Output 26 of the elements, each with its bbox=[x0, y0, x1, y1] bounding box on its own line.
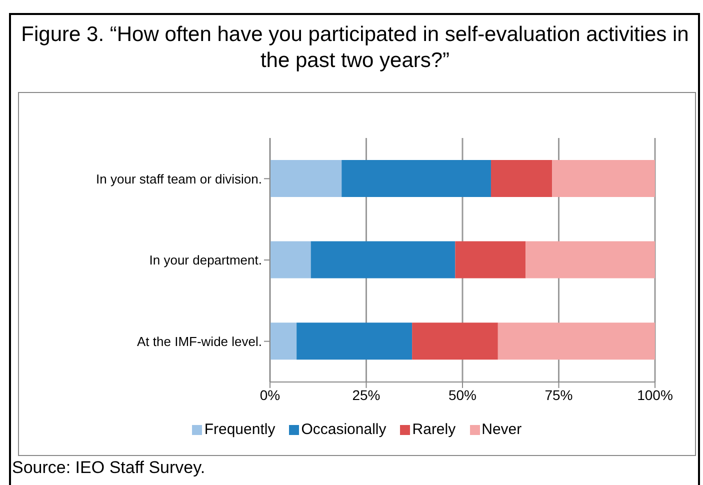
x-tick-label: 75% bbox=[544, 386, 573, 403]
bar bbox=[412, 322, 498, 360]
chart-title: Figure 3. “How often have you participated in self-evaluation activities in the past two years?” bbox=[20, 22, 690, 74]
bar bbox=[455, 241, 526, 278]
bar bbox=[296, 322, 412, 360]
bar bbox=[490, 160, 552, 197]
legend-label: Frequently bbox=[203, 421, 276, 438]
legend-label: Never bbox=[480, 421, 522, 438]
y-tick-label: In your department. bbox=[149, 252, 262, 268]
bar bbox=[498, 322, 655, 360]
y-tick-label: At the IMF-wide level. bbox=[137, 334, 262, 349]
bar bbox=[342, 160, 491, 197]
bar bbox=[526, 241, 655, 278]
legend-label: Rarely bbox=[411, 421, 456, 438]
bar bbox=[270, 322, 297, 360]
bar bbox=[270, 160, 342, 197]
x-tick-label: 100% bbox=[637, 386, 673, 403]
bar bbox=[270, 241, 311, 278]
y-tick-label: In your staff team or division. bbox=[96, 171, 262, 186]
x-tick-label: 0% bbox=[260, 386, 280, 403]
x-tick-label: 25% bbox=[352, 386, 380, 403]
bar bbox=[552, 160, 655, 197]
x-tick-label: 50% bbox=[448, 386, 477, 403]
bar bbox=[310, 241, 456, 278]
source-note: Source: IEO Staff Survey. bbox=[12, 458, 206, 478]
legend-label: Occasionally bbox=[300, 421, 386, 438]
